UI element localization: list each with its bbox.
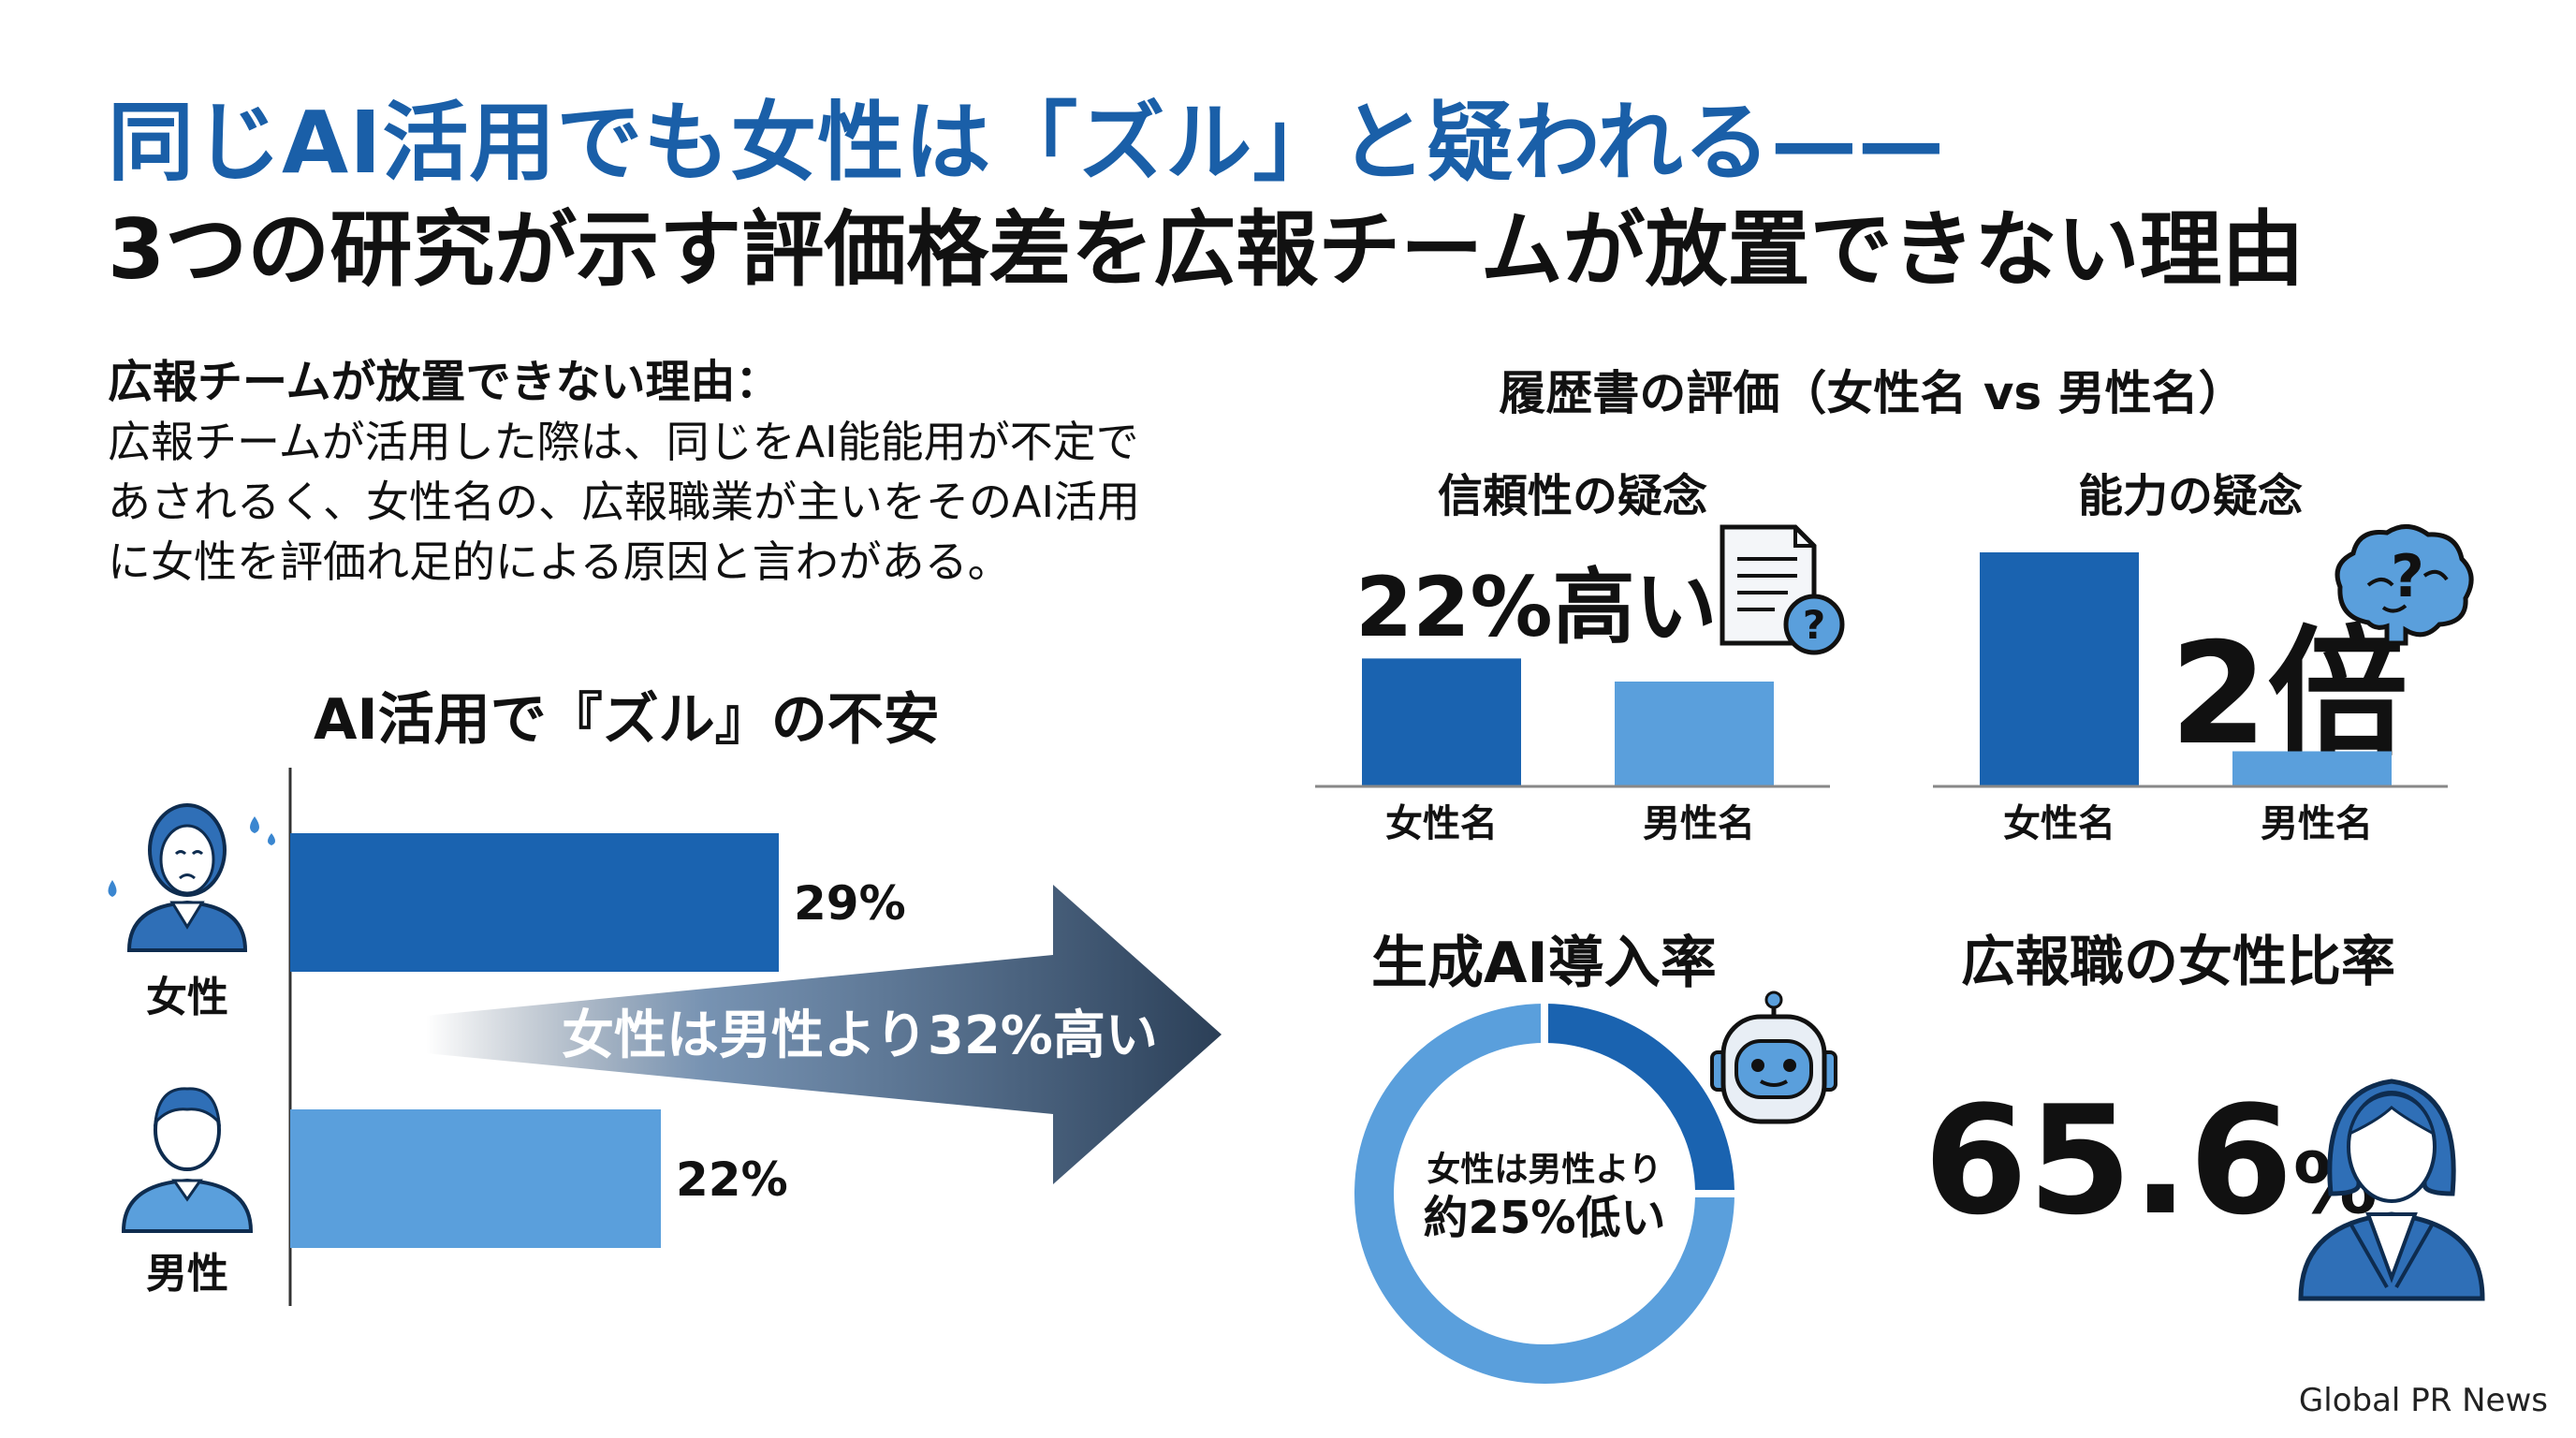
category-men: 男性 xyxy=(146,1250,228,1298)
ai-adoption-title: 生成AI導入率 xyxy=(1371,931,1717,996)
man-icon xyxy=(121,1087,254,1233)
ability-bar-chart: 女性名 男性名 xyxy=(1933,552,2448,843)
ability-chart-title: 能力の疑念 xyxy=(2077,470,2303,522)
trust-annotation: 22%高い xyxy=(1355,559,1718,655)
trust-category-male: 男性名 xyxy=(1643,802,1755,843)
source-credit: Global PR News xyxy=(2298,1382,2548,1419)
trust-bar-chart: 女性名 男性名 xyxy=(1315,658,1830,843)
arrow-shape xyxy=(426,885,1222,1184)
main-title: 同じAI活用でも女性は「ズル」と疑われる—— xyxy=(108,93,1945,193)
ability-category-female: 女性名 xyxy=(2003,802,2115,843)
bar-women xyxy=(290,833,779,972)
ability-bar-male-name xyxy=(2232,751,2392,786)
bar-men xyxy=(290,1109,661,1248)
reason-body: 広報チームが活用した際は、同じをAI能能用が不定で あされるく、女性名の、広報職… xyxy=(108,417,1141,587)
comparison-arrow: 女性は男性より32%高い xyxy=(426,885,1222,1184)
trust-bar-female-name xyxy=(1362,658,1521,786)
donut-center-line2: 約25%低い xyxy=(1424,1192,1666,1244)
ability-annotation: 2倍 xyxy=(2170,613,2408,776)
main-subtitle: 3つの研究が示す評価格差を広報チームが放置できない理由 xyxy=(108,201,2305,298)
trust-bar-male-name xyxy=(1615,682,1774,786)
worried-woman-icon xyxy=(108,803,275,952)
bar-value-women: 29% xyxy=(794,876,906,931)
arrow-annotation: 女性は男性より32%高い xyxy=(562,1005,1158,1066)
brain-question-icon: ? xyxy=(2334,524,2474,646)
trust-category-female: 女性名 xyxy=(1385,802,1498,843)
resume-group-title: 履歴書の評価（女性名 vs 男性名） xyxy=(1499,366,2246,420)
anxiety-chart-title: AI活用で『ズル』の不安 xyxy=(314,687,940,753)
robot-icon xyxy=(1710,990,1837,1124)
anxiety-bar-chart: 29% 22% 女性 男性 xyxy=(108,768,906,1306)
bar-value-men: 22% xyxy=(676,1152,788,1207)
svg-text:?: ? xyxy=(2391,542,2424,610)
donut-center-line1: 女性は男性より xyxy=(1427,1151,1661,1189)
pr-women-ratio-title: 広報職の女性比率 xyxy=(1961,930,2396,993)
donut-segment-1 xyxy=(1354,1004,1734,1384)
reason-heading: 広報チームが放置できない理由： xyxy=(108,356,781,408)
document-question-icon: ? xyxy=(1720,524,1845,655)
ai-adoption-donut: 女性は男性より 約25%低い xyxy=(1354,1002,1736,1384)
donut-segment-0 xyxy=(1544,1004,1734,1195)
ability-category-male: 男性名 xyxy=(2261,802,2373,843)
svg-text:?: ? xyxy=(1803,602,1825,648)
businesswoman-icon xyxy=(2298,1078,2485,1301)
ability-bar-female-name xyxy=(1980,552,2139,786)
category-women: 女性 xyxy=(146,974,228,1021)
ratio-number: 65.6 xyxy=(1924,1073,2293,1248)
trust-chart-title: 信頼性の疑念 xyxy=(1437,470,1707,522)
